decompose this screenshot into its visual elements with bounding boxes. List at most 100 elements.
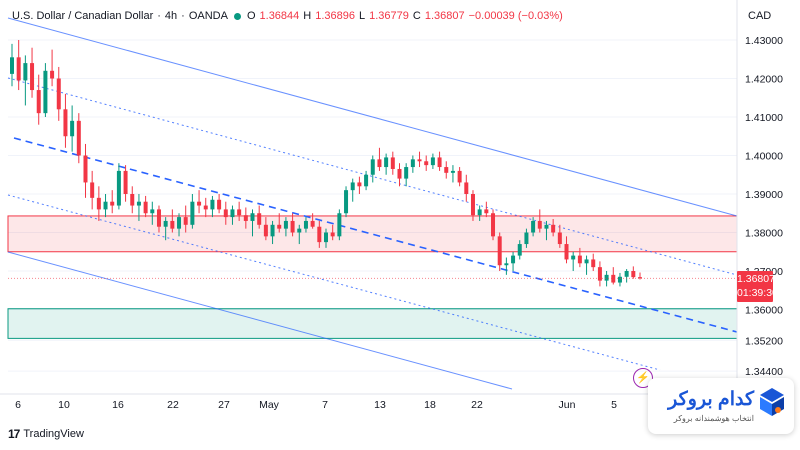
broker-tagline: انتخاب هوشمندانه بروکر xyxy=(673,414,754,423)
candle-body xyxy=(497,236,502,266)
candle-body xyxy=(70,120,75,137)
broker-watermark: کدام بروکر انتخاب هوشمندانه بروکر xyxy=(648,378,794,434)
tradingview-icon: 17 xyxy=(8,427,20,441)
change-value: −0.00039 (−0.03%) xyxy=(468,10,563,22)
currency-label[interactable]: CAD xyxy=(748,10,772,22)
candle-body xyxy=(390,157,395,169)
candle-body xyxy=(243,215,248,221)
candle-body xyxy=(50,70,55,79)
x-tick-label: 22 xyxy=(167,399,179,411)
candle-body xyxy=(217,199,222,210)
candle-body xyxy=(470,194,475,216)
candle-body xyxy=(277,224,282,229)
broker-name: کدام بروکر xyxy=(668,389,754,410)
y-tick-label: 1.38000 xyxy=(745,228,783,240)
candle-body xyxy=(257,213,262,225)
candle-body xyxy=(324,232,328,243)
candle-body xyxy=(156,209,161,227)
candle-body xyxy=(317,226,322,243)
candle-body xyxy=(450,170,455,173)
broker-logo-icon xyxy=(760,388,784,416)
candle-body xyxy=(457,170,462,183)
x-tick-label: 5 xyxy=(611,399,617,411)
candle-body xyxy=(551,224,556,233)
candle-body xyxy=(290,220,295,233)
y-tick-label: 1.35200 xyxy=(745,335,783,347)
candle-body xyxy=(444,167,449,173)
candle-body xyxy=(370,159,375,175)
candle-body xyxy=(197,201,202,206)
candle-body xyxy=(83,155,88,183)
tradingview-logo[interactable]: 17 TradingView xyxy=(8,427,84,441)
candle-body xyxy=(571,255,576,260)
candle-body xyxy=(577,255,582,264)
candle-body xyxy=(116,170,121,206)
interval[interactable]: 4h xyxy=(164,10,178,22)
candle-body xyxy=(417,159,422,162)
candle-body xyxy=(638,277,642,279)
candle-body xyxy=(564,244,569,260)
candle-body xyxy=(16,57,21,81)
candle-body xyxy=(424,161,429,166)
candle-body xyxy=(584,259,589,264)
channel-upper-quarter-line xyxy=(7,77,738,276)
candle-body xyxy=(337,213,342,237)
candle-body xyxy=(597,267,602,281)
candle-body xyxy=(56,78,61,110)
x-tick-label: 22 xyxy=(471,399,483,411)
open-value: 1.36844 xyxy=(259,10,300,22)
candle-body xyxy=(76,120,81,156)
candle-body xyxy=(511,255,516,264)
candle-body xyxy=(591,259,596,268)
channel-median-line xyxy=(13,137,738,333)
candle-body xyxy=(531,220,536,233)
y-tick-label: 1.34400 xyxy=(745,366,783,378)
high-value: 1.36896 xyxy=(315,10,355,22)
candle-body xyxy=(624,271,629,277)
candle-body xyxy=(410,159,415,168)
candle-body xyxy=(130,194,135,206)
symbol-name[interactable]: U.S. Dollar / Canadian Dollar xyxy=(12,10,154,22)
candle-body xyxy=(484,209,489,214)
candle-body xyxy=(230,209,235,218)
candle-body xyxy=(297,228,302,233)
last-price: 1.36807 xyxy=(737,273,775,285)
candle-body xyxy=(170,220,175,229)
candle-body xyxy=(143,201,148,214)
candle-body xyxy=(110,201,115,206)
x-tick-label: Jun xyxy=(559,399,576,411)
candle-body xyxy=(177,217,182,229)
candle-body xyxy=(30,63,35,91)
candle-body xyxy=(537,220,542,229)
candle-body xyxy=(517,244,522,256)
candle-body xyxy=(96,197,101,210)
candle-body xyxy=(477,209,482,216)
y-tick-label: 1.39000 xyxy=(745,189,783,201)
candle-body xyxy=(250,213,255,221)
candle-body xyxy=(10,57,14,74)
candle-body xyxy=(303,220,308,229)
candle-body xyxy=(384,157,389,168)
y-tick-label: 1.40000 xyxy=(745,151,783,163)
candle-body xyxy=(430,157,435,166)
candle-body xyxy=(123,170,128,194)
candle-body xyxy=(504,263,509,266)
candle-body xyxy=(63,109,68,137)
candle-body xyxy=(283,220,288,229)
candle-body xyxy=(437,157,442,168)
candle-body xyxy=(557,232,562,245)
candle-body xyxy=(544,224,549,229)
resistance-zone xyxy=(7,215,738,253)
x-tick-label: 16 xyxy=(112,399,124,411)
y-tick-label: 1.36000 xyxy=(745,305,783,317)
y-tick-label: 1.42000 xyxy=(745,74,783,86)
candle-body xyxy=(330,232,335,237)
candle-body xyxy=(36,90,41,114)
exchange: OANDA xyxy=(188,10,228,22)
candle-body xyxy=(210,199,215,210)
y-tick-label: 1.41000 xyxy=(745,112,783,124)
y-tick-label: 1.43000 xyxy=(745,35,783,47)
x-tick-label: 10 xyxy=(58,399,70,411)
candle-body xyxy=(524,232,529,245)
